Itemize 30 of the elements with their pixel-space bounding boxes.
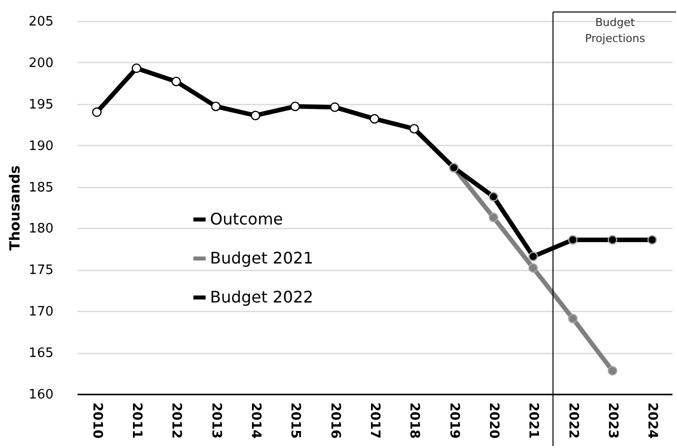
y-tick-label: 180 [28,222,54,237]
x-tick-label: 2024 [644,402,660,439]
x-tick-label: 2022 [565,402,580,439]
x-tick-label: 2021 [526,402,541,439]
legend-label: Budget 2021 [210,248,314,268]
x-tick-label: 2011 [129,402,144,439]
x-tick-label: 2016 [327,402,342,439]
legend-label: Budget 2022 [210,288,314,306]
y-tick-label: 175 [28,263,54,278]
x-tick-label: 2023 [605,402,620,439]
x-tick-label: 2018 [406,402,422,439]
y-tick-label: 190 [28,138,54,154]
x-tick-label: 2013 [208,402,224,439]
y-axis-title: Thousands [8,165,24,251]
x-tick-label: 2014 [248,402,263,439]
x-tick-label: 2019 [446,402,462,439]
y-tick-label: 160 [28,388,54,402]
y-tick-label: 195 [28,97,54,112]
legend-label: Outcome [210,210,284,228]
y-tick-label: 185 [28,180,54,196]
y-tick-label: 200 [28,56,54,71]
y-tick-label: 165 [28,346,54,362]
x-tick-label: 2020 [486,402,501,439]
x-tick-label: 2015 [288,402,303,439]
x-tick-label: 2017 [367,402,382,439]
y-tick-label: 205 [28,14,54,30]
x-tick-label: 2012 [168,402,184,439]
ref-line-label: Budget Projections [584,16,646,45]
y-tick-label: 170 [28,304,54,320]
x-tick-label: 2010 [89,402,104,439]
